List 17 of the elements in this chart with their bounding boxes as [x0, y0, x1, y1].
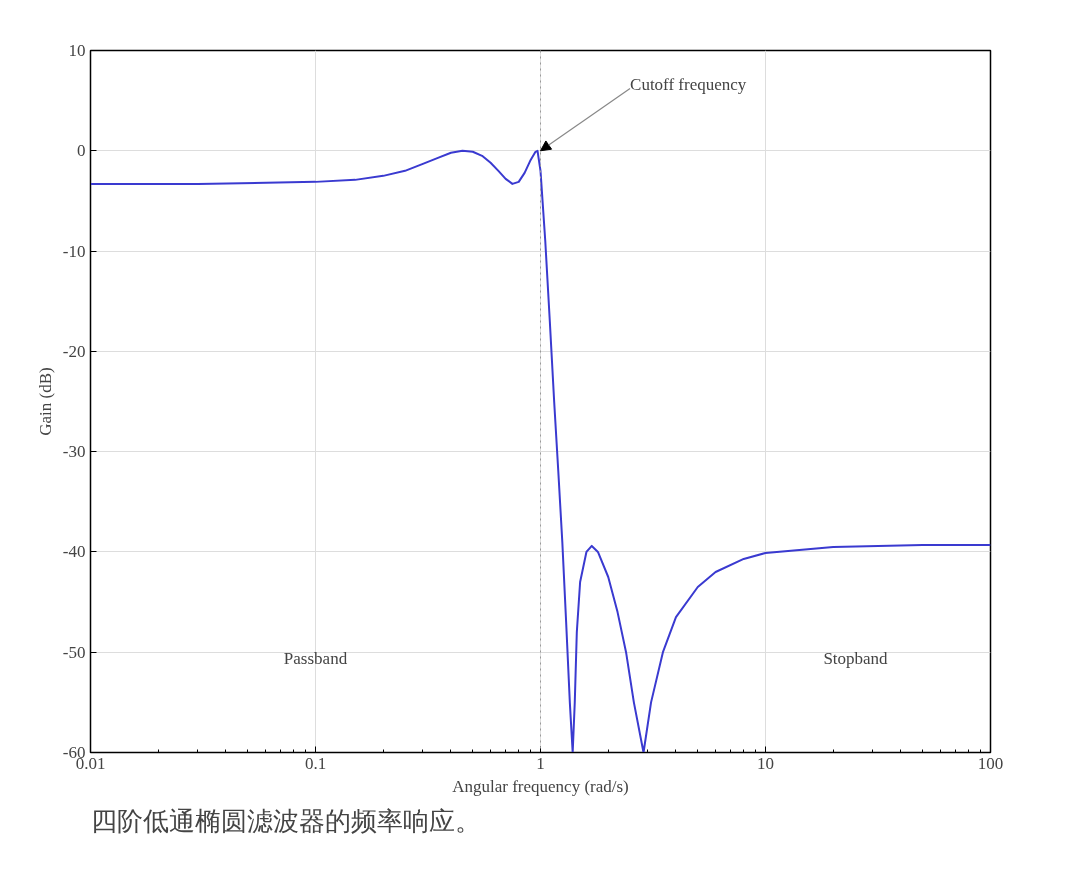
text: 四阶低通椭圆滤波器的频率响应。 — [90, 805, 481, 836]
y-axis-title: Gain (dB) — [35, 367, 55, 436]
y-tick-label: -50 — [62, 642, 86, 662]
annotation: Cutoff frequency — [630, 74, 747, 94]
x-tick-label: 1 — [536, 753, 545, 773]
y-tick-label: -40 — [62, 542, 86, 562]
y-tick-label: 0 — [77, 141, 86, 161]
y-tick-label: -10 — [62, 241, 86, 261]
annotation: Stopband — [823, 649, 889, 669]
x-axis-title: Angular frequency (rad/s) — [452, 776, 629, 796]
y-tick-label: -30 — [62, 442, 86, 462]
x-tick-label: 100 — [977, 753, 1004, 773]
y-tick-label: 10 — [68, 41, 86, 60]
x-tick-label: 10 — [757, 753, 774, 773]
y-tick-label: -20 — [62, 341, 86, 361]
x-tick-label: 0.1 — [304, 753, 327, 773]
annotation: Passband — [283, 649, 348, 669]
